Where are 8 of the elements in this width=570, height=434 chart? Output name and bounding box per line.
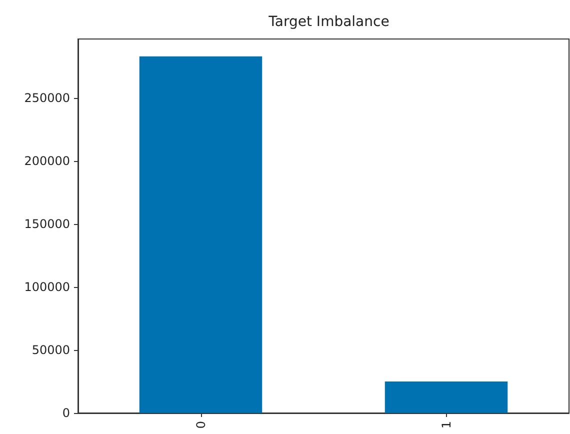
y-tick-label: 0	[62, 406, 70, 420]
y-tick-label: 100000	[24, 280, 70, 294]
y-tick-label: 200000	[24, 154, 70, 168]
chart-title: Target Imbalance	[268, 14, 390, 30]
y-tick-label: 150000	[24, 216, 70, 231]
x-tick-label: 1	[439, 421, 454, 429]
y-tick-label: 250000	[24, 90, 70, 105]
y-tick-label: 50000	[32, 342, 70, 357]
